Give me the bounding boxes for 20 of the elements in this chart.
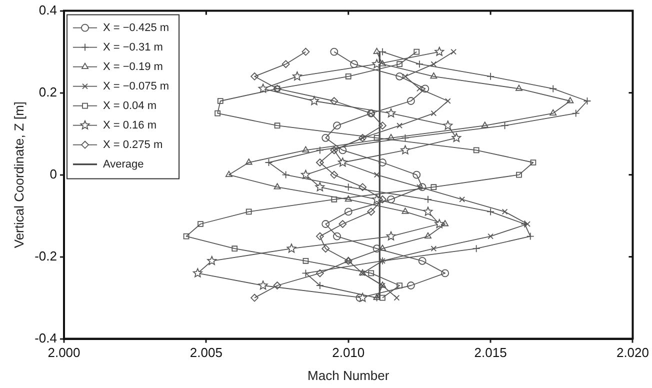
y-tick-label: 0 — [50, 166, 57, 182]
legend-label: Average — [103, 158, 144, 170]
y-tick-label: -0.2 — [34, 248, 57, 264]
x-tick-label: 2.020 — [616, 345, 650, 360]
y-tick-label: 0.2 — [38, 84, 57, 100]
x-tick-label: 2.005 — [190, 345, 222, 360]
legend-label: X = −0.31 m — [103, 41, 163, 54]
legend-label: X = −0.075 m — [103, 80, 170, 92]
x-axis-title: Mach Number — [308, 368, 390, 383]
y-tick-label: -0.4 — [34, 330, 57, 346]
legend-label: X = 0.04 m — [103, 100, 157, 112]
y-tick-label: 0.4 — [38, 2, 57, 18]
legend-label: X = 0.275 m — [103, 138, 163, 151]
legend-label: X = −0.19 m — [103, 60, 163, 73]
x-tick-label: 2.010 — [332, 345, 365, 360]
legend-label: X = −0.425 m — [103, 22, 170, 34]
x-tick-label: 2.015 — [474, 345, 507, 360]
x-tick-label: 2.000 — [48, 345, 80, 360]
y-axis-title: Vertical Coordinate, Z [m] — [11, 101, 26, 248]
legend-label: X = 0.16 m — [103, 119, 157, 132]
